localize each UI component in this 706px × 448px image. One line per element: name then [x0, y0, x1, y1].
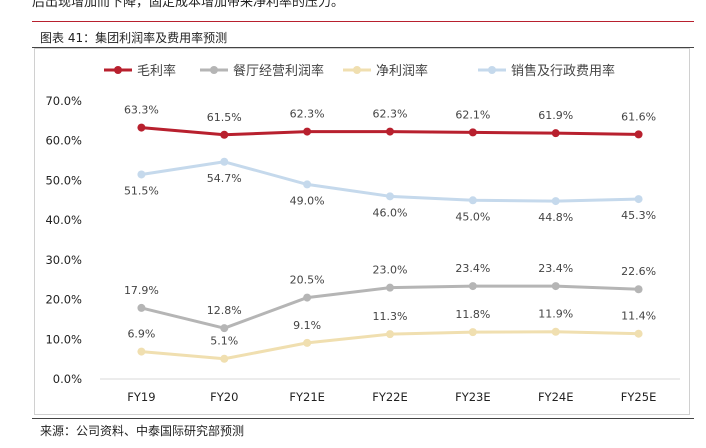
y-tick-label: 40.0%: [45, 213, 82, 227]
data-point: [634, 130, 643, 139]
legend-label: 餐厅经营利润率: [233, 63, 324, 79]
data-point: [551, 282, 560, 291]
data-label: 49.0%: [290, 194, 325, 207]
data-point: [220, 157, 229, 166]
data-point: [137, 303, 146, 312]
data-point: [137, 347, 146, 356]
data-point: [468, 282, 477, 291]
data-label: 45.3%: [621, 209, 656, 222]
y-tick-label: 50.0%: [45, 173, 82, 187]
x-tick-label: FY24E: [538, 390, 574, 404]
data-point: [303, 293, 312, 302]
data-point: [303, 338, 312, 347]
data-point: [551, 327, 560, 336]
chart-frame: [34, 48, 690, 415]
figure-title-rule: [32, 47, 694, 48]
data-point: [551, 129, 560, 138]
source-note: 来源：公司资料、中泰国际研究部预测: [40, 424, 245, 438]
x-tick-label: FY25E: [621, 390, 657, 404]
data-label: 46.0%: [373, 206, 408, 219]
x-tick-label: FY20: [210, 390, 238, 404]
data-label: 44.8%: [538, 211, 573, 224]
data-label: 6.9%: [127, 328, 155, 341]
x-tick-label: FY19: [127, 390, 155, 404]
data-label: 9.1%: [293, 319, 321, 332]
data-label: 11.4%: [621, 310, 656, 323]
y-tick-label: 10.0%: [45, 332, 82, 346]
data-label: 51.5%: [124, 184, 159, 197]
data-label: 17.9%: [124, 284, 159, 297]
data-label: 45.0%: [455, 210, 490, 223]
data-point: [220, 324, 229, 333]
data-point: [634, 195, 643, 204]
data-point: [634, 329, 643, 338]
data-point: [220, 130, 229, 139]
data-point: [386, 330, 394, 339]
data-label: 12.8%: [207, 304, 242, 317]
data-label: 54.7%: [207, 172, 242, 185]
data-point: [468, 328, 477, 337]
x-tick-label: FY23E: [455, 390, 491, 404]
data-label: 63.3%: [124, 104, 159, 117]
data-point: [220, 354, 229, 363]
data-point: [551, 197, 560, 206]
legend-label: 毛利率: [137, 63, 176, 79]
data-label: 62.3%: [290, 108, 325, 121]
legend-swatch-marker: [114, 66, 122, 74]
data-label: 20.5%: [290, 274, 325, 287]
legend-swatch-marker: [488, 66, 496, 74]
x-tick-label: FY22E: [372, 390, 408, 404]
y-tick-label: 30.0%: [45, 253, 82, 267]
y-tick-label: 60.0%: [45, 134, 82, 148]
data-point: [137, 170, 146, 179]
y-tick-label: 20.0%: [45, 293, 82, 307]
data-point: [386, 283, 394, 292]
body-text-fragment: 后出现增加而下降，固定成本增加带来净利率的压力。: [32, 0, 345, 10]
data-label: 5.1%: [210, 335, 238, 348]
data-point: [468, 128, 477, 137]
x-tick-label: FY21E: [289, 390, 325, 404]
data-label: 23.4%: [538, 262, 573, 275]
y-tick-label: 0.0%: [53, 372, 82, 386]
data-label: 22.6%: [621, 265, 656, 278]
data-label: 23.0%: [373, 264, 408, 277]
data-point: [303, 180, 312, 189]
legend-swatch-marker: [210, 66, 218, 74]
figure-title: 图表 41：集团利润率及费用率预测: [40, 31, 228, 45]
data-point: [386, 127, 394, 136]
source-rule: [32, 418, 694, 419]
data-label: 62.3%: [373, 108, 408, 121]
data-label: 11.9%: [538, 308, 573, 321]
data-point: [634, 285, 643, 294]
data-point: [303, 127, 312, 136]
data-label: 61.9%: [538, 109, 573, 122]
data-point: [137, 123, 146, 132]
section-divider: [32, 21, 694, 22]
data-point: [386, 192, 394, 201]
legend-swatch-marker: [353, 66, 361, 74]
legend-label: 销售及行政费用率: [511, 63, 615, 79]
data-point: [468, 196, 477, 205]
legend-label: 净利润率: [376, 63, 428, 79]
data-label: 62.1%: [455, 108, 490, 121]
data-label: 11.3%: [373, 310, 408, 323]
data-label: 61.6%: [621, 110, 656, 123]
y-tick-label: 70.0%: [45, 94, 82, 108]
data-label: 23.4%: [455, 262, 490, 275]
data-label: 61.5%: [207, 111, 242, 124]
data-label: 11.8%: [455, 308, 490, 321]
